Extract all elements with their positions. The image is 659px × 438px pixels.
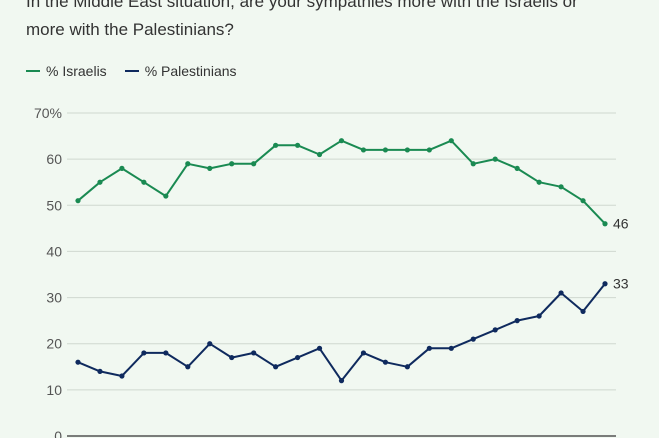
data-point-palestinians xyxy=(316,345,323,351)
data-point-israelis xyxy=(163,193,169,199)
data-point-israelis xyxy=(75,198,81,204)
data-point-palestinians xyxy=(207,341,213,347)
data-point-palestinians xyxy=(338,378,345,384)
data-point-palestinians xyxy=(536,313,542,319)
legend-swatch-palestinians xyxy=(124,70,139,72)
data-point-israelis xyxy=(448,138,454,144)
data-point-palestinians xyxy=(602,281,608,287)
data-point-palestinians xyxy=(470,336,476,342)
legend-label-israelis: % Israelis xyxy=(46,63,107,79)
data-point-palestinians xyxy=(404,364,410,370)
data-point-palestinians xyxy=(448,345,454,351)
data-point-israelis xyxy=(251,161,257,167)
data-point-israelis xyxy=(141,179,147,185)
data-point-israelis xyxy=(404,147,410,153)
data-point-israelis xyxy=(536,179,542,185)
data-point-palestinians xyxy=(75,359,81,365)
y-tick-label-40: 40 xyxy=(46,243,62,259)
data-point-israelis xyxy=(426,147,432,153)
data-point-palestinians xyxy=(229,354,235,361)
chart-question: In the Middle East situation, are your s… xyxy=(26,0,646,44)
question-line-1: In the Middle East situation, are your s… xyxy=(26,0,578,11)
data-point-palestinians xyxy=(514,318,520,324)
data-point-palestinians xyxy=(119,373,125,379)
y-tick-label-30: 30 xyxy=(46,290,62,306)
y-tick-label-70: 70% xyxy=(34,105,62,121)
data-point-israelis xyxy=(338,138,345,144)
legend-label-palestinians: % Palestinians xyxy=(144,63,237,79)
y-tick-label-50: 50 xyxy=(46,197,62,213)
data-point-palestinians xyxy=(273,364,279,370)
data-point-israelis xyxy=(360,147,367,153)
legend-item-palestinians: % Palestinians xyxy=(124,63,237,79)
legend-swatch-israelis xyxy=(26,70,40,72)
data-point-palestinians xyxy=(558,290,564,296)
data-point-israelis xyxy=(382,147,389,153)
data-point-palestinians xyxy=(251,350,257,356)
chart-legend: % Israelis % Palestinians xyxy=(26,63,237,79)
data-point-palestinians xyxy=(163,350,169,356)
data-point-palestinians xyxy=(97,368,103,374)
data-point-israelis xyxy=(514,165,520,171)
y-tick-label-10: 10 xyxy=(46,382,62,398)
series-line-israelis xyxy=(77,139,606,225)
data-point-israelis xyxy=(97,179,103,185)
end-label-israelis: 46 xyxy=(613,216,629,232)
data-point-israelis xyxy=(119,165,125,171)
data-point-israelis xyxy=(207,165,213,171)
y-tick-label-20: 20 xyxy=(46,336,62,352)
data-point-israelis xyxy=(580,198,586,204)
data-point-israelis xyxy=(294,142,301,148)
data-point-palestinians xyxy=(360,350,367,356)
data-point-palestinians xyxy=(294,354,301,361)
data-point-israelis xyxy=(558,184,564,190)
data-point-palestinians xyxy=(185,364,191,370)
data-point-israelis xyxy=(470,161,476,167)
end-label-palestinians: 33 xyxy=(613,276,629,292)
data-point-palestinians xyxy=(141,350,147,356)
data-point-israelis xyxy=(229,161,235,167)
legend-item-israelis: % Israelis xyxy=(26,63,107,79)
y-tick-label-0: 0 xyxy=(54,428,62,438)
data-point-israelis xyxy=(273,142,279,148)
data-point-israelis xyxy=(492,156,498,162)
data-point-palestinians xyxy=(580,308,586,315)
series-line-palestinians xyxy=(77,282,606,382)
data-point-israelis xyxy=(602,221,608,227)
data-point-israelis xyxy=(316,151,323,158)
data-point-palestinians xyxy=(382,359,389,365)
question-line-2: more with the Palestinians? xyxy=(26,20,234,39)
data-point-palestinians xyxy=(492,327,498,333)
y-tick-label-60: 60 xyxy=(46,151,62,167)
data-point-palestinians xyxy=(426,345,432,351)
data-point-israelis xyxy=(185,161,191,167)
